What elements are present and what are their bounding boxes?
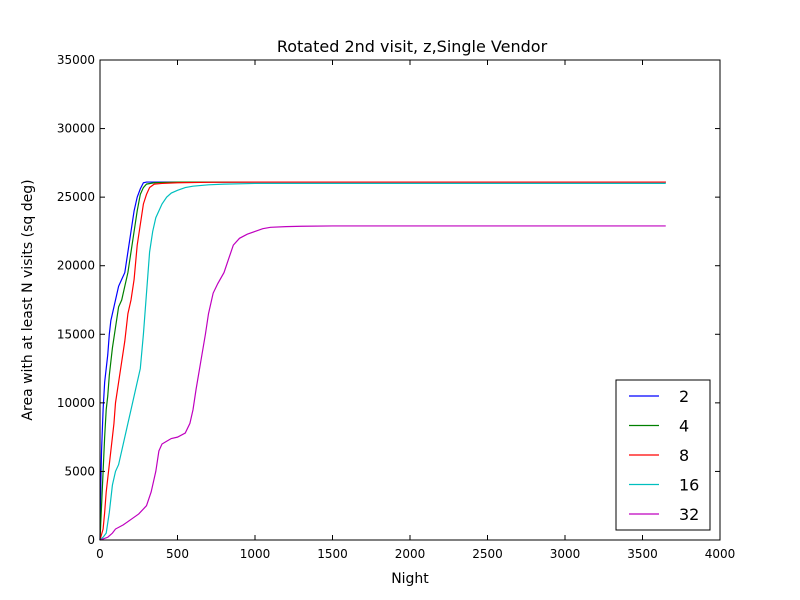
x-tick-label: 2500 (472, 547, 503, 561)
x-tick-label: 0 (96, 547, 104, 561)
x-tick-label: 4000 (705, 547, 736, 561)
y-tick-label: 20000 (57, 259, 95, 273)
legend-label-16: 16 (679, 476, 699, 495)
x-tick-label: 1000 (240, 547, 271, 561)
legend-label-8: 8 (679, 446, 689, 465)
legend-label-2: 2 (679, 387, 689, 406)
series-line-32 (99, 225, 666, 541)
y-tick-label: 25000 (57, 190, 95, 204)
y-tick-label: 30000 (57, 122, 95, 136)
legend: 2 4 8 16 32 (615, 379, 711, 531)
y-tick-label: 5000 (64, 464, 95, 478)
y-tick-label: 35000 (57, 53, 95, 67)
series-layer (99, 181, 666, 541)
series-line-2 (99, 181, 666, 541)
x-tick-label: 1500 (317, 547, 348, 561)
x-tick-label: 3000 (550, 547, 581, 561)
y-axis-title: Area with at least N visits (sq deg) (20, 179, 36, 420)
x-tick-label: 2000 (395, 547, 426, 561)
series-line-4 (99, 181, 666, 541)
y-tick-label: 10000 (57, 396, 95, 410)
x-axis-title: Night (391, 571, 429, 587)
series-line-16 (99, 182, 666, 541)
chart-title: Rotated 2nd visit, z,Single Vendor (277, 37, 548, 56)
legend-label-4: 4 (679, 417, 689, 436)
legend-label-32: 32 (679, 505, 699, 524)
series-line-8 (99, 181, 666, 541)
x-tick-label: 500 (166, 547, 189, 561)
x-tick-label: 3500 (627, 547, 658, 561)
y-tick-label: 0 (87, 533, 95, 547)
tick-layer: 0 500 1000 1500 2000 2500 3000 3500 4000 0 5000 100… (57, 53, 735, 561)
y-tick-label: 15000 (57, 327, 95, 341)
